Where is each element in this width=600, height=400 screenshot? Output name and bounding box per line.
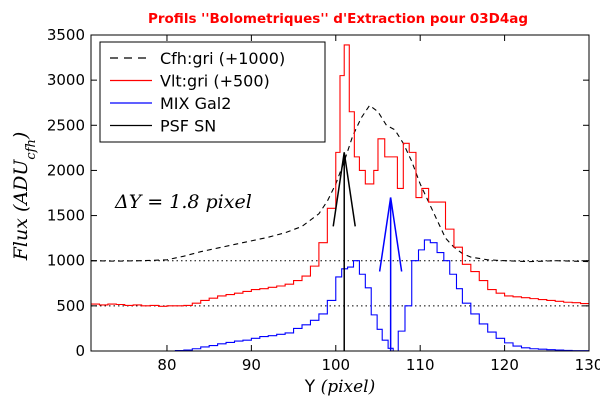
- plot-frame: [90, 34, 590, 352]
- x-tick-label: 100: [321, 356, 350, 374]
- legend-entry: MIX Gal2: [110, 94, 231, 113]
- y-tick-label: 1000: [47, 252, 85, 270]
- legend-label: Vlt:gri (+500): [160, 72, 270, 91]
- y-tick-label: 3500: [47, 26, 85, 44]
- y-axis-label-close: ): [10, 132, 32, 140]
- y-axis-label: Flux (ADUcfh): [10, 132, 39, 262]
- legend: Cfh:gri (+1000) Vlt:gri (+500) MIX Gal2 PSF…: [99, 41, 326, 143]
- y-tick-label: 3000: [47, 71, 85, 89]
- legend-label: Cfh:gri (+1000): [160, 49, 285, 68]
- delta-y-annotation: ΔY = 1.8 pixel: [114, 191, 252, 213]
- plot-series: [91, 44, 589, 351]
- arrows: [332, 152, 403, 351]
- legend-entry: Vlt:gri (+500): [110, 72, 270, 91]
- x-axis-label-text: Y: [304, 377, 316, 397]
- svg-text:Y (pixel): Y (pixel): [304, 377, 375, 397]
- arrow-mix-gal2-arrow: [378, 197, 403, 351]
- x-tick-label: 110: [406, 356, 435, 374]
- y-axis-label-sub: cfh: [24, 139, 39, 159]
- legend-entry: Cfh:gri (+1000): [110, 49, 285, 68]
- reference-lines: [91, 260, 589, 307]
- svg-text:Flux (ADUcfh): Flux (ADUcfh): [10, 132, 39, 262]
- legend-label: PSF SN: [160, 117, 216, 136]
- x-axis-label-math: (pixel): [321, 377, 376, 397]
- y-axis-ticks: 0 500 1000 1500 2000 2500 3000 3500: [47, 26, 589, 360]
- x-axis-ticks: 80 90 100 110 120 130: [157, 35, 600, 374]
- y-tick-label: 500: [56, 297, 85, 315]
- legend-label: MIX Gal2: [160, 94, 231, 113]
- chart-title: Profils ''Bolometriques'' d'Extraction p…: [148, 11, 528, 27]
- x-tick-label: 80: [157, 356, 176, 374]
- x-tick-label: 120: [490, 356, 519, 374]
- x-axis-label: Y (pixel): [304, 377, 375, 397]
- series-mix-gal2: [166, 239, 589, 351]
- legend-entry: PSF SN: [110, 117, 216, 136]
- x-tick-label: 90: [242, 356, 261, 374]
- y-tick-label: 2500: [47, 116, 85, 134]
- arrow-psf-sn: [332, 152, 356, 351]
- series-vlt-gri-500: [91, 44, 589, 307]
- x-tick-label: 130: [575, 356, 600, 374]
- y-axis-label-main: Flux (ADU: [10, 159, 32, 262]
- y-tick-label: 2000: [47, 161, 85, 179]
- y-tick-label: 1500: [47, 207, 85, 225]
- y-tick-label: 0: [75, 342, 85, 360]
